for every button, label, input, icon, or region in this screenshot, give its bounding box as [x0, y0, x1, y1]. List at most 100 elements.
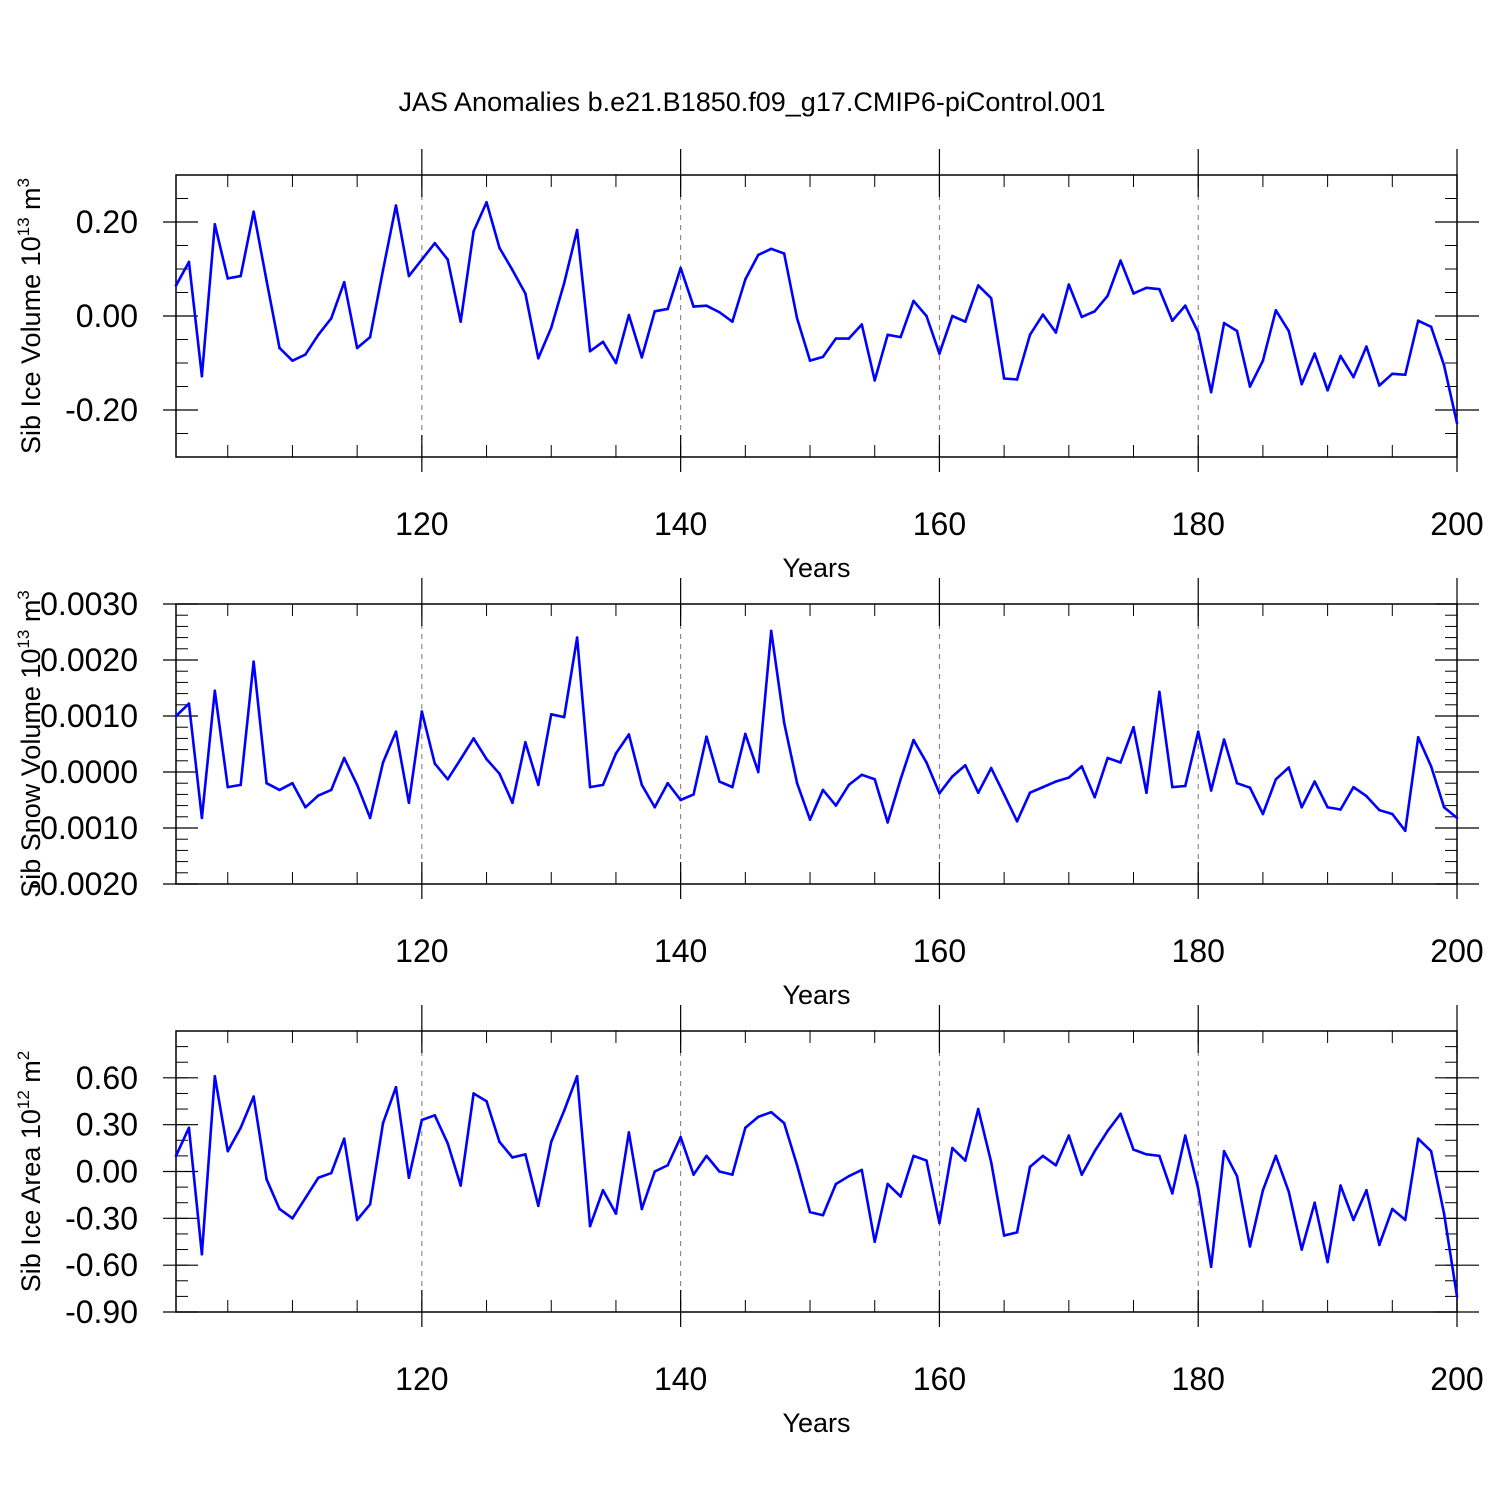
- panel1-point-136: [627, 313, 631, 317]
- panel3-point-182: [1222, 1149, 1226, 1153]
- panel1-point-186: [1274, 309, 1278, 312]
- panel3-point-111: [304, 1196, 307, 1200]
- panel2-point-142: [705, 735, 708, 739]
- panel1-xtick-label-0: 120: [395, 506, 448, 542]
- panel1-point-200: [1455, 421, 1459, 425]
- panel3-ytick-label-1: -0.60: [65, 1247, 138, 1283]
- panel3-point-131: [562, 1109, 566, 1112]
- panel3-point-186: [1274, 1154, 1278, 1158]
- panel3-point-180: [1196, 1187, 1200, 1190]
- panel1-xtick-label-2: 160: [913, 506, 966, 542]
- panel2-point-109: [278, 788, 281, 792]
- panel3-point-143: [718, 1170, 721, 1173]
- panel1-point-161: [951, 314, 954, 318]
- panel3-point-154: [860, 1168, 864, 1172]
- panel2-point-179: [1183, 784, 1187, 788]
- panel2-xtick-label-2: 160: [913, 933, 966, 969]
- panel2-point-178: [1171, 785, 1174, 789]
- panel3-point-153: [847, 1174, 851, 1178]
- panel2-point-157: [899, 777, 902, 781]
- panel2-point-161: [951, 775, 954, 778]
- panel2-point-125: [485, 757, 488, 761]
- panel1-point-196: [1403, 373, 1407, 377]
- panel2-point-185: [1261, 812, 1265, 816]
- panel3-point-142: [705, 1154, 708, 1158]
- panel2-ytick-label-3: 0.0010: [40, 698, 138, 734]
- panel1-point-126: [498, 246, 501, 250]
- panel2-point-187: [1287, 766, 1291, 769]
- panel1-point-129: [537, 357, 540, 360]
- panel1-point-111: [304, 353, 307, 356]
- panel3-point-103: [200, 1252, 204, 1256]
- panel2-point-196: [1403, 829, 1407, 833]
- panel3-ylabel: Sib Ice Area 1012 m2: [14, 1051, 46, 1293]
- panel2-point-120: [420, 710, 424, 713]
- panel2-point-113: [329, 788, 333, 792]
- panel1-point-188: [1300, 382, 1304, 386]
- panel1-point-152: [834, 337, 838, 340]
- panel2-point-104: [213, 689, 217, 693]
- panel2-point-168: [1041, 785, 1045, 789]
- panel2-point-110: [291, 781, 294, 785]
- panel1-point-104: [213, 223, 217, 226]
- panel2-point-146: [756, 770, 760, 774]
- panel3-point-136: [627, 1131, 631, 1134]
- panel3-point-162: [964, 1159, 967, 1162]
- panel1-point-102: [187, 260, 191, 264]
- panel3-point-108: [265, 1178, 268, 1181]
- panel2-point-107: [252, 660, 255, 663]
- panel1-point-183: [1235, 329, 1239, 333]
- panel1-point-185: [1261, 359, 1265, 362]
- panel3-point-190: [1326, 1260, 1329, 1264]
- panel1-series-line: [174, 200, 1459, 424]
- panel1-point-173: [1106, 294, 1109, 298]
- panel1-point-105: [226, 277, 230, 280]
- panel1-point-141: [692, 305, 695, 308]
- panel3-point-116: [368, 1202, 372, 1206]
- panel3-point-139: [666, 1163, 669, 1167]
- panel3-point-138: [653, 1170, 657, 1173]
- panel2-point-155: [873, 777, 877, 781]
- panel2-point-119: [407, 801, 411, 805]
- panel3-point-144: [731, 1173, 734, 1176]
- panel1-point-142: [705, 304, 708, 307]
- panel1-point-132: [575, 228, 579, 232]
- panel1-point-146: [756, 253, 760, 257]
- panel3-point-184: [1248, 1245, 1252, 1248]
- panel3-point-167: [1028, 1165, 1032, 1169]
- panel3-ytick-label-0: -0.90: [65, 1294, 138, 1330]
- panel3-point-113: [329, 1171, 333, 1175]
- panel1-point-125: [485, 200, 488, 204]
- panel3-point-200: [1455, 1295, 1459, 1298]
- panel2-xtick-label-1: 140: [654, 933, 707, 969]
- panel1-xtick-label-1: 140: [654, 506, 707, 542]
- panel3-point-115: [355, 1218, 359, 1222]
- panel2-point-128: [524, 741, 527, 744]
- panel2-xtick-label-4: 200: [1430, 933, 1483, 969]
- panel2-point-174: [1119, 761, 1122, 764]
- panel2-point-105: [226, 785, 230, 789]
- panel3-point-117: [381, 1121, 385, 1125]
- panel2-point-151: [821, 788, 825, 792]
- panel3-point-159: [925, 1159, 928, 1162]
- panel2-point-130: [549, 713, 553, 716]
- panel3-point-140: [679, 1135, 682, 1139]
- panel1-point-128: [524, 292, 527, 295]
- panel1-point-165: [1002, 377, 1006, 380]
- panel3-series-line: [174, 1074, 1459, 1297]
- panel1-point-199: [1442, 364, 1446, 367]
- panel3-point-105: [226, 1149, 230, 1153]
- panel1-xtick-label-4: 200: [1430, 506, 1483, 542]
- panel3-point-120: [420, 1118, 424, 1122]
- panel2-point-159: [925, 761, 928, 764]
- panel2-point-101: [174, 714, 178, 718]
- panel3-point-191: [1339, 1184, 1342, 1187]
- panel1-point-107: [252, 210, 255, 213]
- panel2-point-148: [782, 721, 786, 725]
- panel3-point-101: [174, 1154, 178, 1158]
- panel2-ytick-label-1: -0.0010: [29, 810, 138, 846]
- panel3-point-126: [498, 1140, 501, 1144]
- panel2-point-169: [1054, 780, 1058, 783]
- panel1-ytick-label-1: 0.00: [76, 298, 138, 334]
- panel3-point-104: [213, 1074, 217, 1078]
